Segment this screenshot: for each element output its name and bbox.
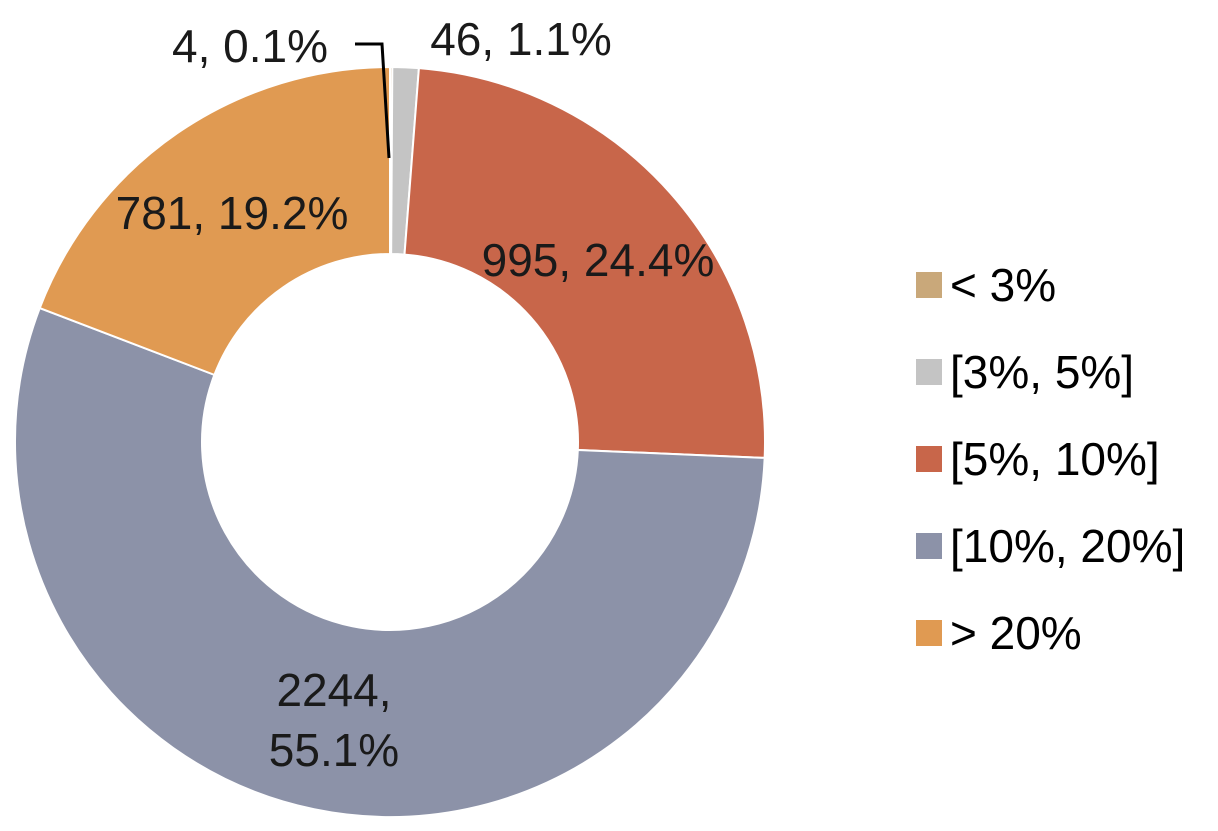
leader-line bbox=[355, 42, 391, 159]
legend-label: > 20% bbox=[950, 607, 1082, 659]
legend-swatch bbox=[916, 533, 942, 559]
donut-slices bbox=[14, 65, 766, 818]
leader-lines bbox=[355, 42, 391, 159]
data-label-3-5: 46, 1.1% bbox=[430, 13, 612, 65]
legend-label: [5%, 10%] bbox=[950, 433, 1160, 485]
data-label-20: 781, 19.2% bbox=[116, 187, 349, 239]
legend-swatch bbox=[916, 272, 942, 298]
legend-item-5-10: [5%, 10%] bbox=[916, 433, 1160, 485]
legend-item-3: < 3% bbox=[916, 259, 1056, 311]
slice-10-20 bbox=[14, 306, 766, 818]
legend-label: [10%, 20%] bbox=[950, 520, 1185, 572]
legend-swatch bbox=[916, 359, 942, 385]
legend-item-3-5: [3%, 5%] bbox=[916, 346, 1134, 398]
legend-swatch bbox=[916, 446, 942, 472]
data-label-10-20: 2244, 55.1% bbox=[269, 664, 399, 776]
legend-item-20: > 20% bbox=[916, 607, 1082, 659]
legend-swatch bbox=[916, 620, 942, 646]
slice-20 bbox=[38, 65, 391, 377]
legend-label: [3%, 5%] bbox=[950, 346, 1134, 398]
data-label-3: 4, 0.1% bbox=[172, 20, 328, 72]
legend-item-10-20: [10%, 20%] bbox=[916, 520, 1185, 572]
legend-label: < 3% bbox=[950, 259, 1056, 311]
legend: < 3% [3%, 5%] [5%, 10%] [10%, 20%] > 20% bbox=[916, 259, 1185, 659]
slice-5-10 bbox=[403, 67, 766, 459]
data-label-5-10: 995, 24.4% bbox=[482, 234, 715, 286]
data-labels: 4, 0.1% 46, 1.1% 995, 24.4% 2244, 55.1% 781, … bbox=[116, 13, 715, 776]
